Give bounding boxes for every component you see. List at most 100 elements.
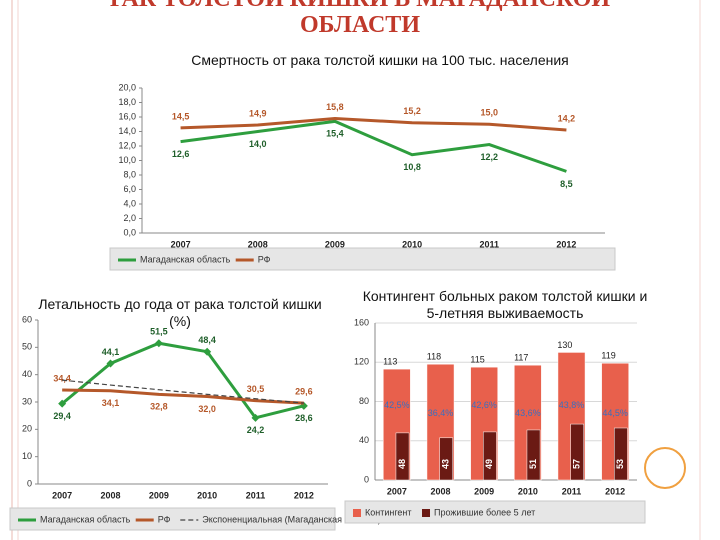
data-label: 15,2 <box>403 106 421 116</box>
percent-label: 43,6% <box>515 408 541 418</box>
x-tick-label: 2007 <box>387 486 407 496</box>
series-line <box>180 119 567 173</box>
data-label: 49 <box>484 459 494 469</box>
data-label: 29,4 <box>53 411 71 421</box>
chart: 0,0 2,0 4,0 6,0 8,0 10,0 12,0 14,0 16,0 18,0 20,0 2… <box>109 82 616 271</box>
series-line <box>62 388 304 405</box>
legend-label: Магаданская область <box>40 514 131 524</box>
series-line <box>61 341 305 420</box>
bar <box>570 423 584 481</box>
data-label: 14,2 <box>558 113 576 123</box>
data-label: 53 <box>615 459 625 469</box>
bar <box>483 431 497 481</box>
slide-title: РАК ТОЛСТОЙ КИШКИ В МАГАДАНСКОЙ <box>0 0 720 13</box>
data-label: 117 <box>514 353 528 363</box>
y-tick-label: 0 <box>27 478 32 488</box>
y-tick-label: 120 <box>354 357 369 367</box>
x-tick-label: 2011 <box>246 490 266 500</box>
legend-band <box>9 507 336 531</box>
data-label: 14,5 <box>172 111 190 121</box>
chart: 0 40 80 120 160 2007 2008 2009 2010 2011 2012 113 11… <box>344 317 646 524</box>
data-label: 51,5 <box>150 327 168 337</box>
bar <box>614 427 628 481</box>
y-tick-label: 2,0 <box>123 213 136 223</box>
y-tick-label: 0,0 <box>123 227 136 237</box>
x-tick-label: 2010 <box>518 486 538 496</box>
data-label: 12,6 <box>172 149 190 159</box>
data-label: 30,5 <box>247 384 265 394</box>
slide-title: ОБЛАСТИ <box>300 12 420 38</box>
data-label: 48,4 <box>198 335 216 345</box>
y-tick-label: 20,0 <box>118 82 136 92</box>
y-tick-label: 12,0 <box>118 140 136 150</box>
data-label: 130 <box>557 340 572 350</box>
percent-label: 42,6% <box>471 400 497 410</box>
x-tick-label: 2009 <box>149 490 169 500</box>
data-label: 28,6 <box>295 413 313 423</box>
data-label: 115 <box>470 355 484 365</box>
legend-swatch <box>353 509 361 517</box>
data-label: 8,5 <box>560 179 573 189</box>
x-tick-label: 2009 <box>474 486 494 496</box>
y-tick-label: 14,0 <box>118 126 136 136</box>
data-label: 44,1 <box>102 347 120 357</box>
x-tick-label: 2010 <box>402 239 422 249</box>
y-tick-label: 40 <box>22 369 32 379</box>
point-marker <box>58 399 67 408</box>
data-label: 14,9 <box>249 108 267 118</box>
legend-band <box>344 500 646 524</box>
y-tick-label: 18,0 <box>118 97 136 107</box>
legend-label: РФ <box>258 254 271 264</box>
chart: 0 10 20 30 40 50 60 2007 2008 2009 2010 2011 2012 29,… <box>9 314 381 531</box>
y-tick-label: 80 <box>359 396 369 406</box>
data-label: 119 <box>601 351 615 361</box>
y-tick-label: 6,0 <box>123 184 136 194</box>
data-label: 32,0 <box>198 404 216 414</box>
bar <box>526 429 541 481</box>
data-label: 10,8 <box>403 162 421 172</box>
y-tick-label: 30 <box>22 396 32 406</box>
x-tick-label: 2012 <box>605 486 625 496</box>
data-label: 12,2 <box>480 152 498 162</box>
y-tick-label: 60 <box>22 314 32 324</box>
data-label: 43 <box>441 459 451 469</box>
chart-title: Смертность от рака толстой кишки на 100 … <box>191 52 569 68</box>
chart-title: Летальность до года от рака толстой кишк… <box>38 296 322 329</box>
x-tick-label: 2008 <box>100 490 120 500</box>
data-label: 113 <box>383 356 397 366</box>
point-marker <box>154 339 163 348</box>
y-tick-label: 20 <box>22 424 32 434</box>
x-tick-label: 2007 <box>52 490 72 500</box>
point-marker <box>203 347 212 356</box>
percent-label: 36,4% <box>428 408 454 418</box>
percent-label: 43,8% <box>559 400 585 410</box>
legend-label: Прожившие более 5 лет <box>434 507 535 517</box>
x-tick-label: 2010 <box>197 490 217 500</box>
y-tick-label: 8,0 <box>123 169 136 179</box>
point-marker <box>299 401 308 410</box>
x-tick-label: 2008 <box>248 239 268 249</box>
data-label: 15,0 <box>480 108 498 118</box>
data-label: 32,8 <box>150 402 168 412</box>
x-tick-label: 2009 <box>325 239 345 249</box>
data-label: 51 <box>528 459 538 469</box>
decor-circle <box>644 447 686 489</box>
data-label: 34,4 <box>53 373 71 383</box>
x-tick-label: 2007 <box>171 239 191 249</box>
legend-label: Магаданская область <box>140 254 231 264</box>
y-tick-label: 10,0 <box>118 155 136 165</box>
data-label: 57 <box>572 459 582 469</box>
data-label: 24,2 <box>247 425 265 435</box>
point-marker <box>106 359 115 368</box>
data-label: 14,0 <box>249 139 267 149</box>
x-tick-label: 2012 <box>294 490 314 500</box>
x-tick-label: 2011 <box>562 486 582 496</box>
bar <box>439 437 453 481</box>
x-tick-label: 2008 <box>430 486 450 496</box>
y-tick-label: 40 <box>359 435 369 445</box>
legend-swatch <box>422 509 430 517</box>
series-line <box>180 116 567 132</box>
y-tick-label: 160 <box>354 317 369 327</box>
